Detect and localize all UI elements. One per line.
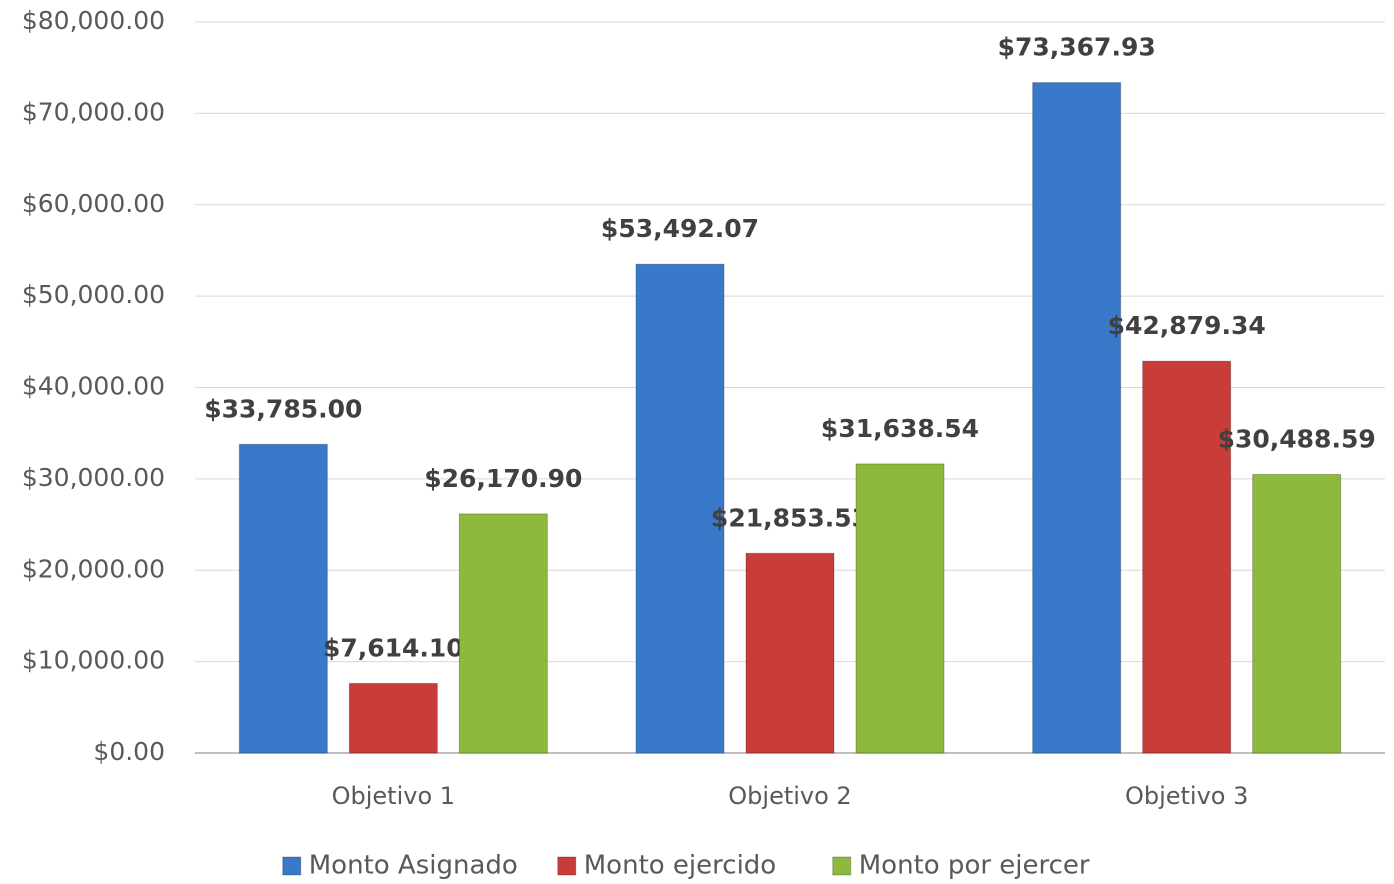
legend-swatch bbox=[832, 856, 852, 876]
value-label: $31,638.54 bbox=[821, 414, 979, 443]
bar bbox=[635, 263, 725, 754]
y-tick-label: $70,000.00 bbox=[22, 97, 165, 126]
value-label: $30,488.59 bbox=[1218, 424, 1376, 453]
value-label: $7,614.10 bbox=[323, 633, 464, 662]
y-tick-label: $10,000.00 bbox=[22, 646, 165, 675]
bar bbox=[745, 552, 835, 754]
y-tick-label: $20,000.00 bbox=[22, 554, 165, 583]
value-label: $53,492.07 bbox=[601, 214, 759, 243]
legend-label: Monto Asignado bbox=[309, 851, 518, 881]
x-tick-label: Objetivo 2 bbox=[728, 782, 851, 810]
value-label: $73,367.93 bbox=[998, 33, 1156, 62]
legend-label: Monto por ejercer bbox=[859, 851, 1090, 881]
bar bbox=[238, 443, 328, 754]
y-tick-label: $80,000.00 bbox=[22, 6, 165, 35]
value-label: $21,853.53 bbox=[711, 503, 869, 532]
legend-label: Monto ejercido bbox=[584, 851, 776, 881]
legend-swatch bbox=[557, 856, 577, 876]
bar bbox=[1142, 360, 1232, 754]
bar bbox=[1252, 473, 1342, 754]
y-tick-label: $60,000.00 bbox=[22, 189, 165, 218]
value-label: $26,170.90 bbox=[424, 464, 582, 493]
legend-swatch bbox=[282, 856, 302, 876]
x-tick-label: Objetivo 1 bbox=[332, 782, 455, 810]
x-tick-label: Objetivo 3 bbox=[1125, 782, 1248, 810]
value-label: $33,785.00 bbox=[204, 394, 362, 423]
bar bbox=[348, 682, 438, 754]
y-tick-label: $0.00 bbox=[93, 737, 165, 766]
value-label: $42,879.34 bbox=[1108, 311, 1266, 340]
bar bbox=[855, 463, 945, 754]
bar bbox=[458, 513, 548, 754]
y-tick-label: $50,000.00 bbox=[22, 280, 165, 309]
bar bbox=[1032, 82, 1122, 754]
y-tick-label: $40,000.00 bbox=[22, 372, 165, 401]
y-tick-label: $30,000.00 bbox=[22, 463, 165, 492]
